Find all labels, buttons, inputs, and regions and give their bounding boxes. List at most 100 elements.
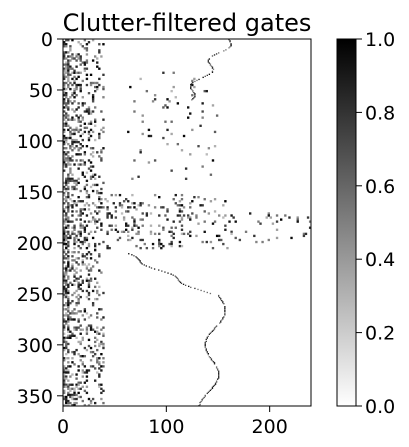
gate-cell	[71, 132, 74, 136]
gate-cell	[83, 67, 87, 70]
gate-cell	[125, 210, 128, 213]
gate-cell	[65, 367, 68, 370]
gate-cell	[67, 220, 70, 223]
gate-cell	[73, 242, 76, 246]
gate-cell	[65, 92, 68, 95]
gate-cell	[67, 100, 70, 103]
gate-cell	[71, 83, 74, 87]
colorbar-tick-label: 0.4	[365, 249, 395, 271]
gate-cell	[187, 216, 190, 219]
gate-cell	[65, 81, 68, 85]
gate-cell	[87, 369, 91, 372]
gate-cell	[63, 116, 66, 119]
gate-cell	[189, 230, 192, 233]
gate-cell	[139, 204, 142, 207]
gate-cell	[96, 85, 99, 89]
gate-cell	[172, 232, 175, 236]
gate-cell	[65, 187, 68, 191]
gate-cell	[87, 130, 91, 134]
gate-cell	[98, 367, 101, 370]
gate-cell	[71, 185, 74, 189]
gate-cell	[67, 39, 70, 42]
gate-cell	[147, 128, 151, 132]
gate-cell	[67, 236, 70, 240]
gate-cell	[98, 134, 101, 138]
gate-cell	[81, 242, 84, 246]
gate-cell	[145, 89, 149, 93]
gate-cell	[190, 87, 192, 90]
gate-cell	[77, 200, 80, 203]
gate-cell	[89, 175, 93, 178]
gate-cell	[96, 316, 99, 319]
gate-cell	[73, 138, 76, 142]
gate-cell	[87, 108, 91, 111]
gate-cell	[83, 220, 87, 223]
gate-cell	[96, 332, 99, 335]
gate-cell	[65, 281, 68, 284]
gate-cell	[114, 224, 118, 227]
gate-cell	[166, 106, 169, 109]
gate-cell	[158, 224, 161, 227]
gate-cell	[191, 88, 193, 91]
gate-cell	[77, 277, 80, 280]
gate-cell	[81, 224, 84, 227]
gate-cell	[63, 87, 66, 91]
gate-cell	[180, 193, 184, 197]
gate-cell	[96, 191, 99, 195]
gate-cell	[222, 242, 225, 246]
gate-cell	[73, 259, 76, 262]
gate-cell	[91, 397, 95, 401]
gate-cell	[67, 295, 70, 299]
gate-cell	[63, 397, 66, 401]
gate-cell	[77, 214, 80, 217]
gate-cell	[81, 328, 84, 331]
gate-cell	[67, 124, 70, 127]
gate-cell	[91, 100, 95, 103]
gate-cell	[214, 382, 217, 384]
gate-cell	[98, 253, 101, 256]
gate-cell	[71, 255, 74, 258]
gate-cell	[63, 181, 66, 185]
gate-cell	[71, 55, 74, 58]
gate-cell	[180, 149, 184, 152]
gate-cell	[98, 375, 101, 378]
gate-cell	[83, 403, 87, 406]
gate-cell	[158, 195, 161, 199]
gate-cell	[79, 328, 82, 331]
gate-cell	[63, 198, 66, 201]
gate-cell	[67, 357, 70, 360]
gate-cell	[65, 57, 68, 60]
gate-cell	[63, 289, 66, 293]
gate-cell	[65, 212, 68, 215]
gate-cell	[141, 202, 144, 205]
gate-cell	[65, 246, 68, 250]
gate-cell	[85, 77, 89, 81]
gate-cell	[220, 321, 222, 323]
gate-cell	[65, 138, 68, 142]
gate-cell	[79, 208, 82, 211]
gate-cell	[67, 244, 70, 248]
gate-cell	[75, 204, 78, 207]
gate-cell	[75, 181, 78, 185]
gate-cell	[198, 78, 200, 81]
gate-cell	[73, 202, 76, 205]
gate-cell	[218, 373, 220, 375]
gate-cell	[87, 110, 91, 113]
gate-cell	[81, 261, 84, 264]
gate-cell	[94, 55, 97, 58]
gate-cell	[67, 175, 70, 178]
gate-cell	[199, 403, 201, 406]
gate-cell	[91, 94, 95, 97]
gate-cell	[63, 328, 66, 331]
gate-cell	[110, 193, 113, 197]
gate-cell	[65, 116, 68, 119]
gate-cell	[79, 324, 82, 327]
gate-cell	[102, 206, 105, 209]
gate-cell	[81, 61, 84, 64]
gate-cell	[198, 404, 200, 406]
gate-cell	[189, 112, 192, 115]
gate-cell	[67, 75, 70, 79]
gate-cell	[83, 175, 87, 178]
gate-cell	[210, 331, 213, 333]
gate-cell	[89, 350, 93, 354]
